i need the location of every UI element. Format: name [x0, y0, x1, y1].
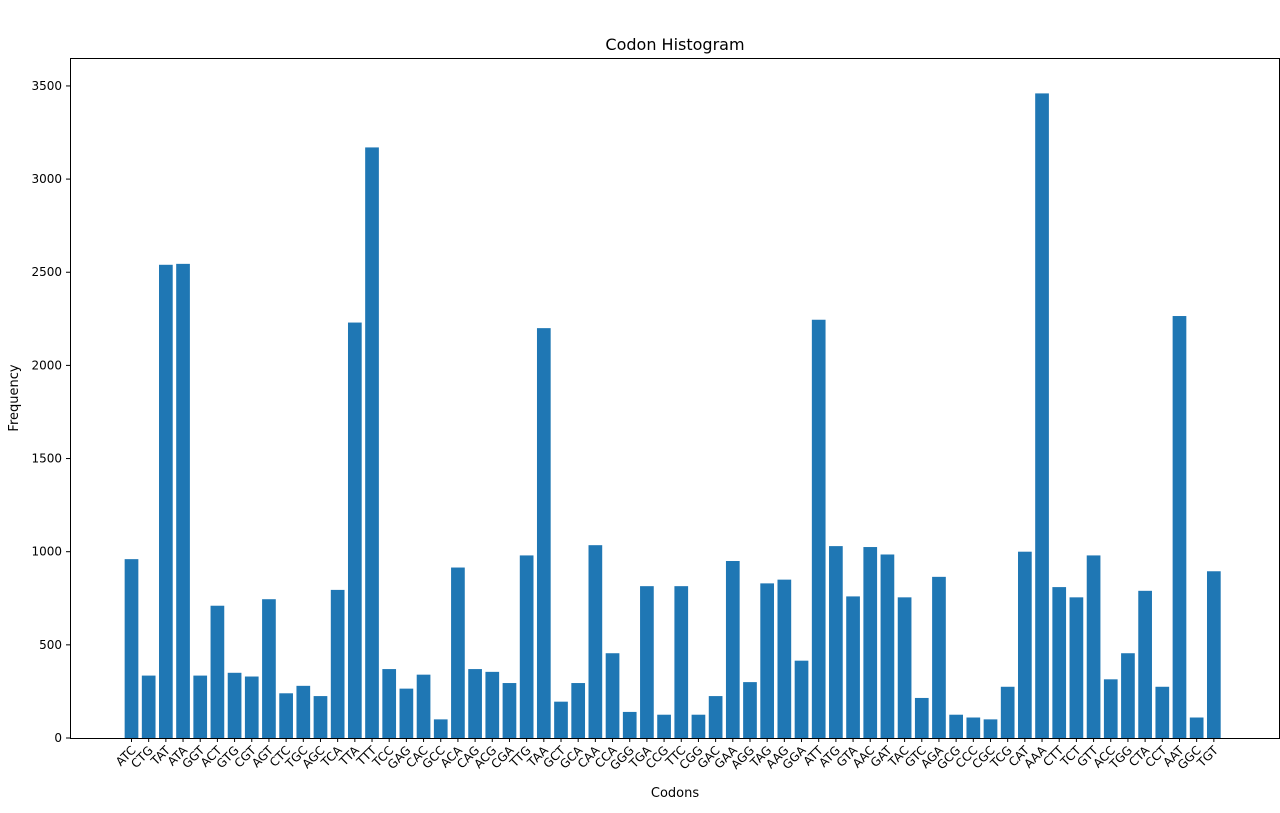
bar-ggc	[1189, 717, 1204, 738]
bar-atg	[829, 546, 843, 738]
bar-agc	[313, 696, 328, 738]
bar-tct	[1069, 597, 1084, 738]
bar-ctg	[141, 675, 156, 738]
bar-ggt	[193, 675, 208, 738]
bar-ggg	[622, 711, 637, 738]
y-tick-label-3500: 3500	[31, 79, 62, 93]
bar-gaa	[725, 561, 740, 738]
x-axis-label: Codons	[651, 786, 699, 801]
bar-cag	[468, 669, 482, 738]
bar-cct	[1155, 686, 1170, 738]
bar-gtt	[1086, 555, 1101, 738]
bar-caa	[588, 545, 603, 738]
bar-aca	[451, 567, 465, 738]
bar-aag	[777, 579, 792, 738]
bar-cgt	[244, 676, 259, 738]
bar-cca	[605, 653, 620, 738]
bar-ccc	[966, 717, 981, 738]
y-tick-label-1500: 1500	[31, 452, 62, 466]
y-tick-label-500: 500	[39, 638, 62, 652]
bar-ata	[176, 263, 190, 738]
y-tick-label-1000: 1000	[31, 545, 62, 559]
bars-group	[124, 93, 1221, 739]
bar-cgg	[691, 714, 706, 738]
bar-ttc	[674, 586, 689, 738]
y-tick-label-0: 0	[54, 731, 62, 745]
bar-ccg	[657, 714, 671, 738]
bar-agg	[743, 682, 757, 738]
bar-ctc	[279, 693, 293, 738]
bar-tgc	[296, 685, 311, 738]
bar-acc	[1103, 679, 1118, 738]
bar-tga	[640, 586, 654, 738]
bar-aga	[932, 576, 946, 738]
bar-taa	[536, 328, 551, 738]
bar-gtg	[227, 672, 242, 738]
y-tick-label-2000: 2000	[31, 358, 62, 372]
bar-gct	[554, 701, 568, 738]
bar-gac	[708, 696, 723, 738]
bar-acg	[485, 671, 500, 738]
bar-cga	[502, 683, 517, 738]
bar-tcc	[382, 669, 397, 738]
bar-atc	[124, 559, 139, 738]
bar-gat	[880, 554, 895, 738]
x-tick-label-tgt: TGT	[1194, 743, 1222, 771]
bar-tgt	[1206, 571, 1221, 738]
bar-cac	[416, 674, 431, 738]
x-axis: ATCCTGTATATAGGTACTGTGCGTAGTCTCTGCAGCTCAT…	[113, 738, 1221, 773]
bar-agt	[262, 599, 276, 738]
bar-ttt	[365, 147, 379, 739]
bar-tat	[159, 264, 173, 738]
bar-tca	[330, 589, 345, 738]
bar-gag	[399, 688, 414, 738]
bar-tgg	[1121, 653, 1135, 738]
bar-tcg	[1000, 686, 1015, 738]
y-tick-label-3000: 3000	[31, 172, 62, 186]
bar-ctt	[1052, 587, 1067, 738]
bar-gtc	[914, 697, 929, 738]
bar-tac	[897, 597, 912, 738]
bar-cta	[1138, 590, 1152, 738]
bar-ttg	[519, 555, 534, 738]
bar-gga	[794, 660, 809, 738]
y-axis-label: Frequency	[7, 364, 22, 431]
bar-act	[210, 605, 225, 738]
bar-cgc	[983, 719, 998, 738]
bar-gta	[846, 596, 860, 738]
bar-att	[811, 319, 826, 738]
bar-tta	[347, 322, 362, 738]
y-axis: 0 500 1000 1500 2000 2500 3000 3500	[31, 79, 70, 745]
bar-aaa	[1035, 93, 1049, 738]
bar-aac	[863, 547, 878, 738]
bar-gcg	[949, 714, 963, 738]
bar-gcc	[433, 719, 448, 738]
bar-cat	[1018, 551, 1032, 738]
chart-title: Codon Histogram	[605, 35, 744, 54]
bar-gca	[571, 683, 586, 738]
y-tick-label-2500: 2500	[31, 265, 62, 279]
bar-aat	[1172, 316, 1187, 738]
bar-tag	[760, 583, 775, 738]
